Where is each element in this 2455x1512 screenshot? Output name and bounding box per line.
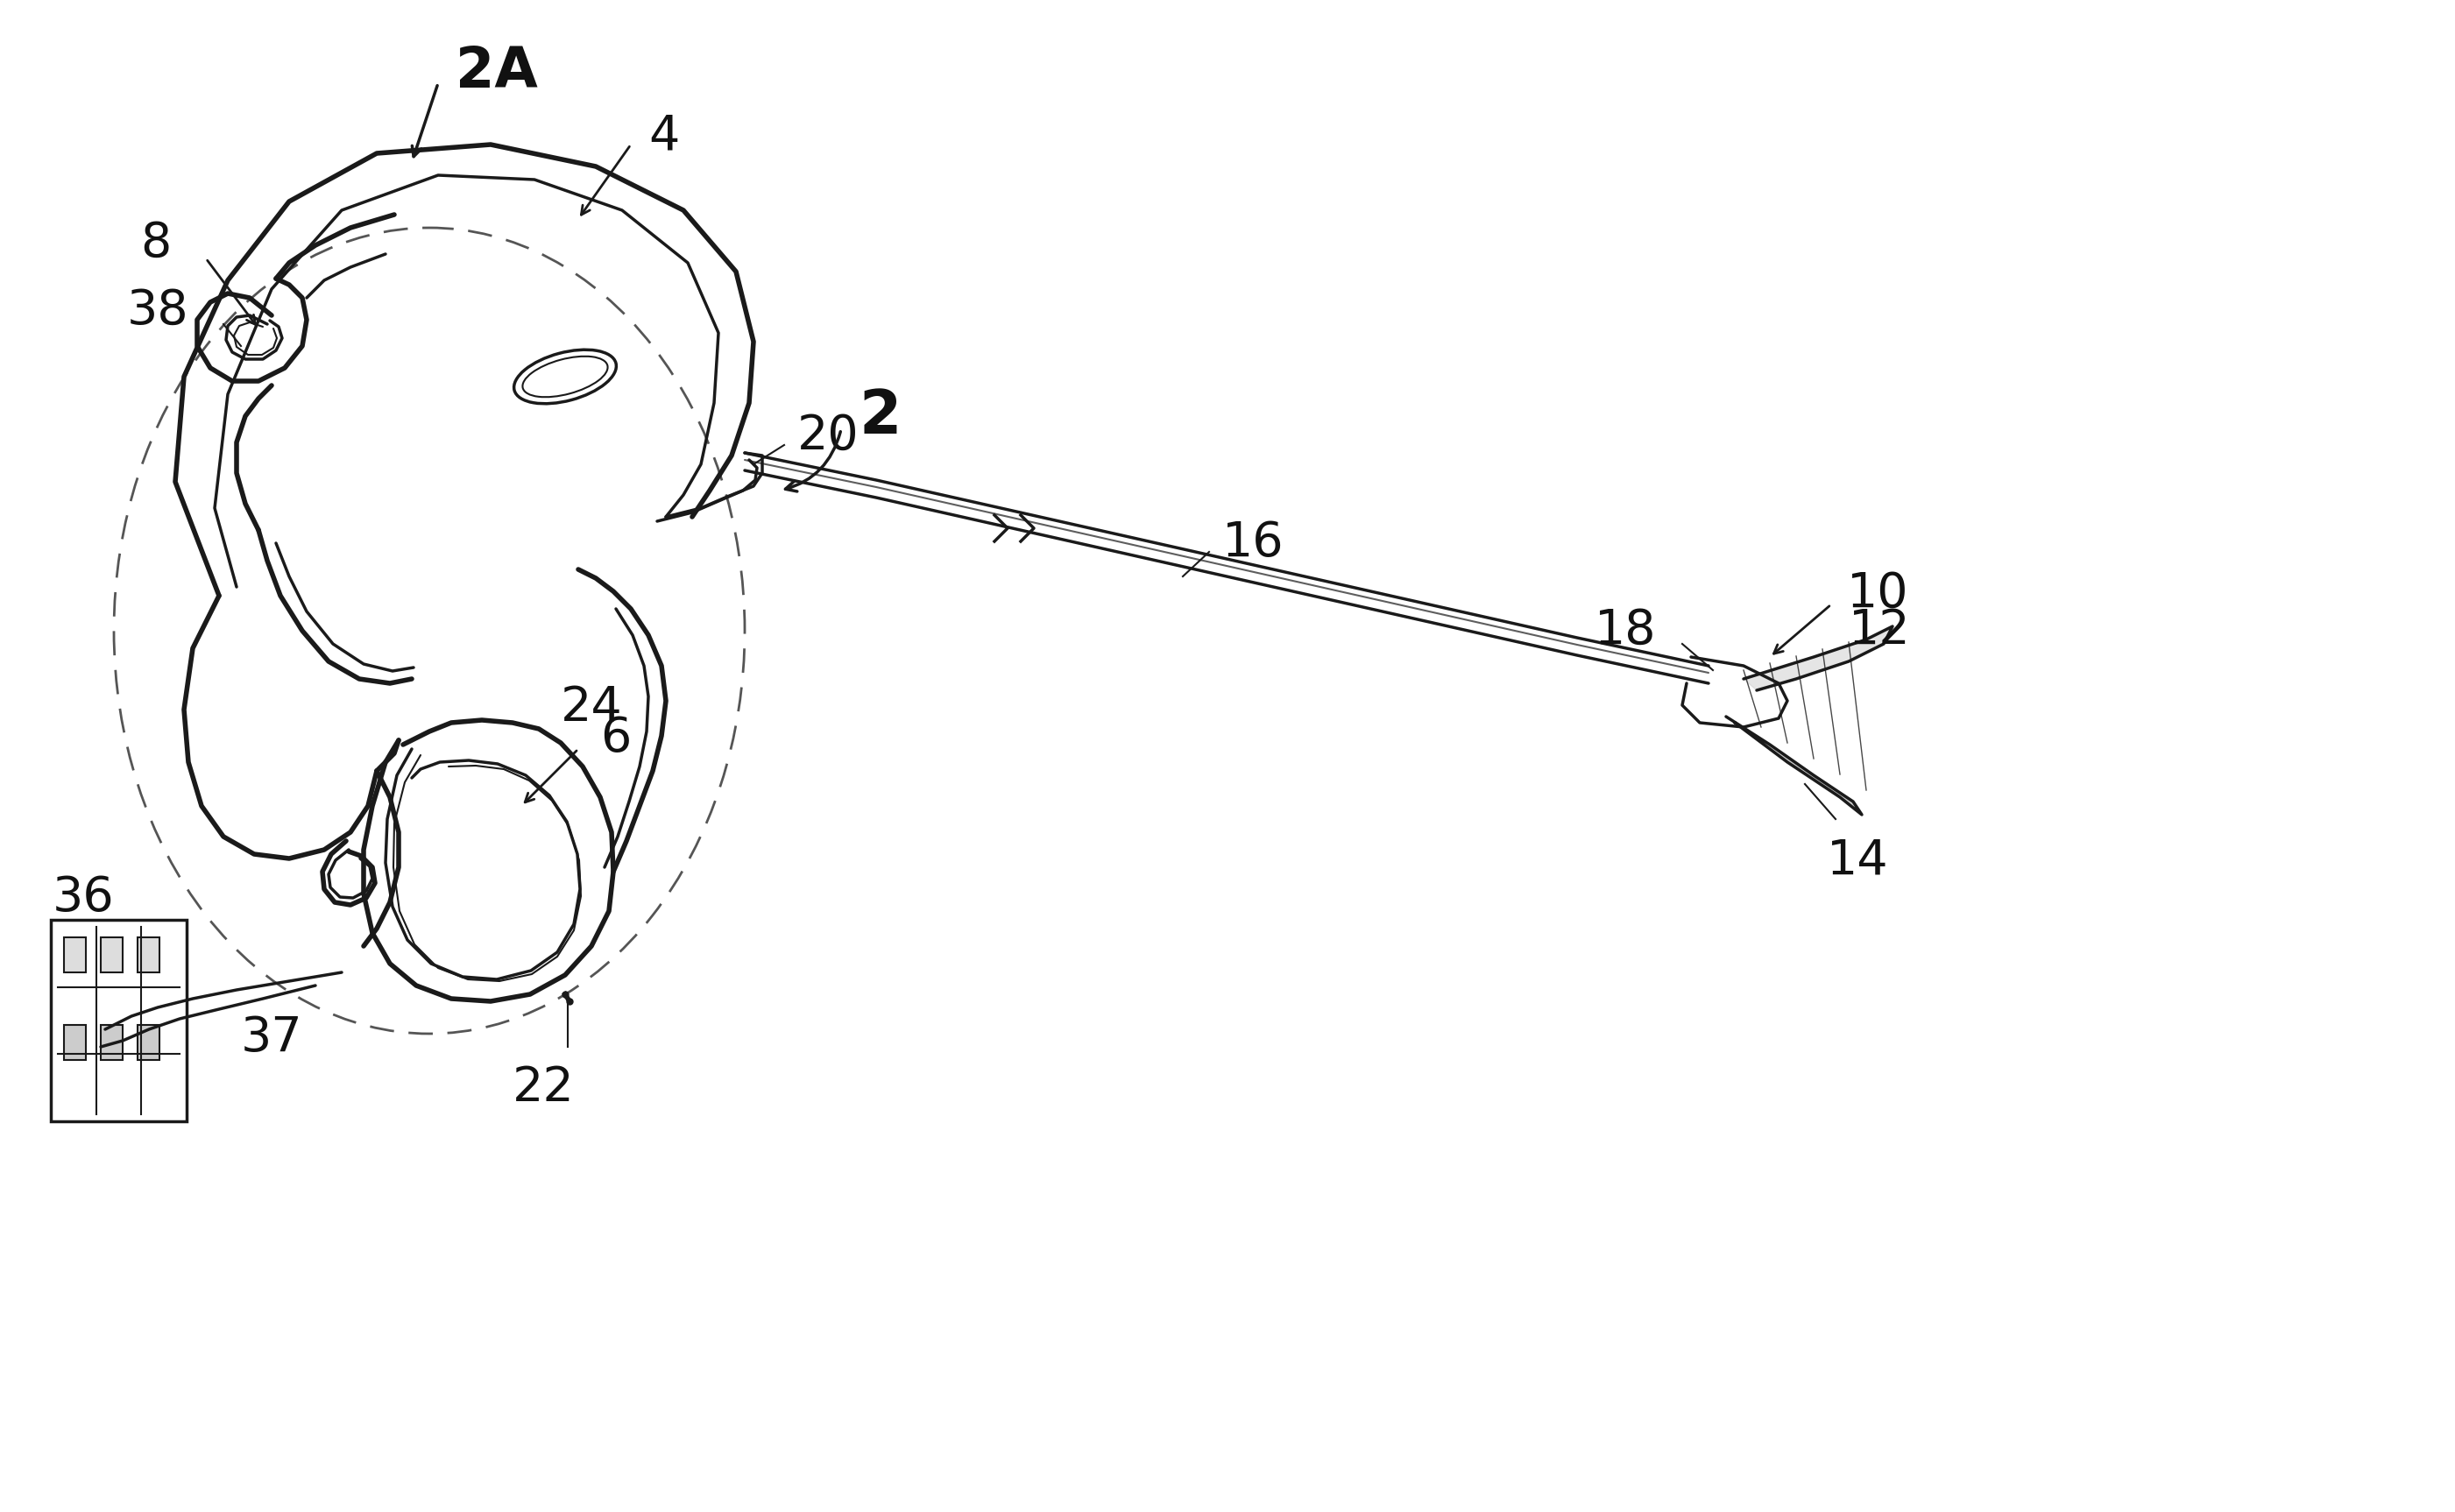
Text: 36: 36 (52, 874, 115, 922)
Text: 14: 14 (1827, 836, 1888, 885)
Text: 2: 2 (859, 387, 901, 446)
Text: 2A: 2A (457, 45, 538, 98)
Text: 4: 4 (648, 112, 680, 159)
Bar (101, 937, 123, 972)
Text: 20: 20 (798, 413, 859, 460)
Text: 24: 24 (560, 683, 624, 732)
Bar (137, 937, 160, 972)
Text: 6: 6 (599, 715, 631, 762)
Text: 18: 18 (1593, 608, 1657, 655)
Text: 37: 37 (241, 1015, 302, 1061)
Text: 10: 10 (1846, 570, 1908, 617)
Bar (52, 919, 187, 1122)
Text: 12: 12 (1849, 608, 1910, 655)
Bar (64, 1025, 86, 1060)
Text: 22: 22 (513, 1064, 574, 1111)
Text: 16: 16 (1223, 520, 1284, 567)
Bar (101, 1025, 123, 1060)
Text: 8: 8 (140, 219, 172, 268)
Bar (137, 1025, 160, 1060)
Polygon shape (1726, 717, 1861, 815)
Text: 38: 38 (128, 287, 189, 334)
Polygon shape (1743, 626, 1893, 691)
Bar (64, 937, 86, 972)
